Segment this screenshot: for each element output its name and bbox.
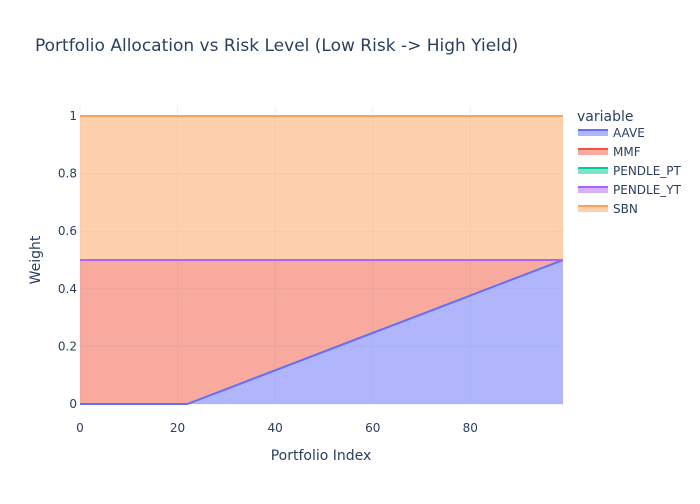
y-axis-label: Weight (28, 235, 44, 284)
legend-label: AAVE (613, 126, 645, 140)
ticks: 0 20 40 60 80 0 0.2 0.4 0.6 0.8 1 (58, 109, 478, 435)
legend: AAVE MMF PENDLE_PT PENDLE_YT SBN (578, 126, 682, 216)
y-tick-label: 0.8 (58, 167, 77, 181)
x-axis-label: Portfolio Index (271, 448, 372, 464)
legend-swatch-aave (578, 130, 608, 136)
legend-title: variable (577, 109, 633, 125)
y-tick-label: 0.2 (58, 339, 77, 353)
y-tick-label: 0.4 (58, 282, 77, 296)
x-tick-label: 40 (268, 421, 283, 435)
x-tick-label: 80 (463, 421, 478, 435)
area-aave (80, 260, 563, 404)
line-aave (80, 259, 564, 405)
area-mmf (80, 260, 563, 404)
y-tick-label: 0 (69, 397, 77, 411)
legend-label: PENDLE_PT (613, 164, 682, 178)
legend-label: MMF (613, 145, 641, 159)
legend-swatch-pendle_pt (578, 168, 608, 174)
areas (80, 115, 564, 405)
legend-label: SBN (613, 202, 638, 216)
x-tick-label: 60 (365, 421, 380, 435)
legend-swatch-sbn (578, 206, 608, 212)
x-tick-label: 0 (76, 421, 84, 435)
legend-swatch-mmf (578, 149, 608, 155)
legend-label: PENDLE_YT (613, 183, 682, 197)
y-tick-label: 0.6 (58, 224, 77, 238)
legend-swatch-pendle_yt (578, 187, 608, 193)
chart-title: Portfolio Allocation vs Risk Level (Low … (35, 36, 518, 56)
area-sbn (80, 116, 563, 260)
x-tick-label: 20 (170, 421, 185, 435)
y-tick-label: 1 (69, 109, 77, 123)
